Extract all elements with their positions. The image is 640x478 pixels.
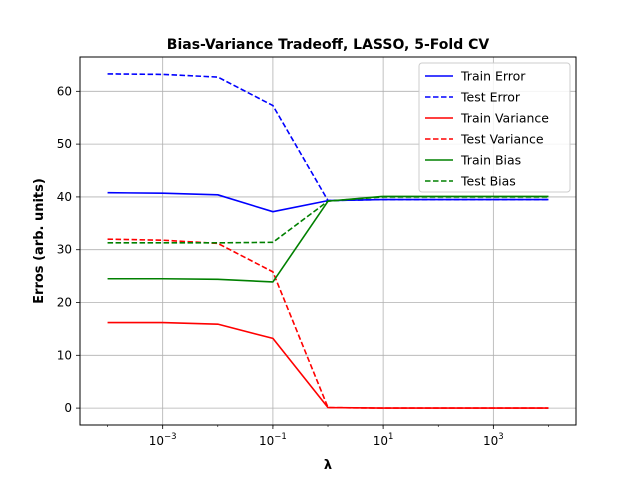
legend-box (418, 62, 571, 193)
x-tick-base: 10 (483, 434, 498, 448)
x-tick-exponent: −3 (164, 432, 177, 442)
x-axis-ticks: 10−3 10−1 101 103 (107, 425, 549, 448)
legend-label: Train Variance (460, 111, 549, 126)
y-tick-label: 50 (57, 137, 72, 151)
x-tick-base: 10 (149, 434, 164, 448)
x-tick-exponent: −1 (274, 432, 287, 442)
legend: Train Error Test Error Train Variance Test … (418, 62, 571, 193)
x-tick-exponent: 3 (498, 432, 503, 442)
y-axis-ticks: 0 10 20 30 40 50 60 (57, 84, 80, 415)
x-tick-label: 103 (483, 432, 504, 448)
series-line-test-bias (107, 196, 549, 244)
legend-label: Train Error (460, 69, 526, 84)
y-tick-label: 10 (57, 348, 72, 362)
y-tick-label: 40 (57, 190, 72, 204)
series-line-test-variance (107, 238, 549, 409)
x-axis-label: λ (324, 458, 332, 473)
x-tick-exponent: 1 (388, 432, 393, 442)
y-tick-label: 20 (57, 296, 72, 310)
y-tick-label: 30 (57, 243, 72, 257)
legend-label: Test Variance (460, 132, 544, 147)
x-tick-label: 10−1 (259, 432, 287, 448)
y-tick-label: 60 (57, 84, 72, 98)
y-axis-label: Erros (arb. units) (32, 178, 47, 304)
legend-label: Train Bias (460, 153, 521, 168)
plot-lines (107, 73, 549, 409)
legend-label: Test Bias (460, 174, 516, 189)
x-tick-label: 10−3 (149, 432, 177, 448)
series-line-train-bias (107, 195, 549, 283)
x-tick-base: 10 (259, 434, 274, 448)
x-tick-label: 101 (373, 432, 394, 448)
legend-label: Test Error (460, 90, 521, 105)
series-line-train-variance (107, 321, 549, 409)
x-tick-base: 10 (373, 434, 388, 448)
y-tick-label: 0 (64, 401, 72, 415)
chart-title: Bias-Variance Tradeoff, LASSO, 5-Fold CV (167, 37, 490, 53)
